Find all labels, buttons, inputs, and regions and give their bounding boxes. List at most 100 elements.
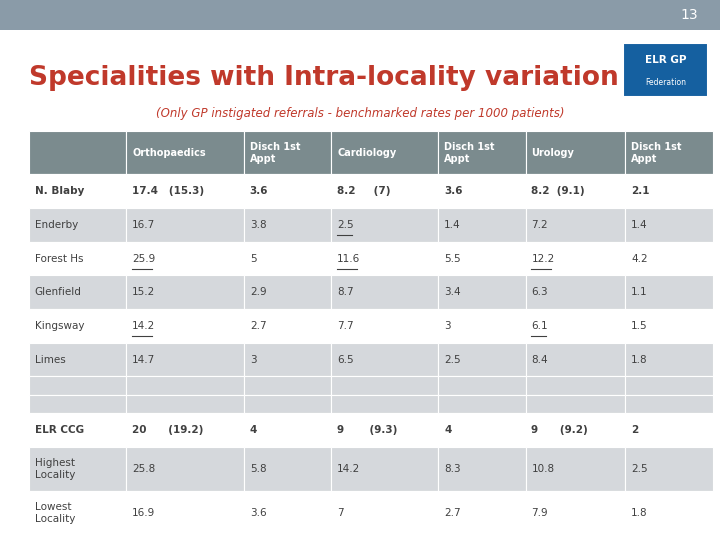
Bar <box>331 208 438 242</box>
Bar <box>29 174 126 208</box>
Text: 3.6: 3.6 <box>250 186 269 196</box>
Text: 8.2     (7): 8.2 (7) <box>337 186 391 196</box>
Bar <box>331 343 438 376</box>
Text: 7: 7 <box>337 508 344 518</box>
Bar <box>526 376 626 395</box>
Bar <box>126 447 244 491</box>
Bar <box>438 491 526 535</box>
Bar <box>244 275 331 309</box>
Bar <box>29 376 126 395</box>
Text: 3: 3 <box>444 321 451 331</box>
Text: 1.1: 1.1 <box>631 287 648 297</box>
Bar <box>626 131 713 174</box>
Text: 6.3: 6.3 <box>531 287 548 297</box>
Text: 8.7: 8.7 <box>337 287 354 297</box>
Text: Disch 1st
Appt: Disch 1st Appt <box>250 141 300 164</box>
Text: 7.2: 7.2 <box>531 220 548 230</box>
Text: 2.7: 2.7 <box>444 508 461 518</box>
Text: 8.3: 8.3 <box>444 464 461 474</box>
Bar <box>126 242 244 275</box>
Bar <box>29 309 126 343</box>
Text: 10.8: 10.8 <box>531 464 554 474</box>
Bar <box>626 309 713 343</box>
Bar <box>29 343 126 376</box>
Bar <box>626 414 713 447</box>
Text: Glenfield: Glenfield <box>35 287 81 297</box>
Bar <box>331 131 438 174</box>
Bar <box>626 491 713 535</box>
Text: 3: 3 <box>250 355 256 365</box>
Text: Specialities with Intra-locality variation: Specialities with Intra-locality variati… <box>29 65 618 91</box>
Bar <box>526 491 626 535</box>
Text: 25.8: 25.8 <box>132 464 156 474</box>
Bar <box>244 208 331 242</box>
Bar <box>126 395 244 414</box>
Text: 20      (19.2): 20 (19.2) <box>132 426 204 435</box>
Bar <box>244 414 331 447</box>
Text: 12.2: 12.2 <box>531 254 554 264</box>
Bar <box>626 395 713 414</box>
Text: 2.9: 2.9 <box>250 287 266 297</box>
Bar <box>331 309 438 343</box>
Text: Orthopaedics: Orthopaedics <box>132 147 206 158</box>
Text: 25.9: 25.9 <box>132 254 156 264</box>
Text: 13: 13 <box>681 8 698 22</box>
Text: 9       (9.3): 9 (9.3) <box>337 426 397 435</box>
Bar <box>526 275 626 309</box>
Bar <box>438 376 526 395</box>
Text: Federation: Federation <box>645 78 685 86</box>
Text: 15.2: 15.2 <box>132 287 156 297</box>
Bar <box>438 131 526 174</box>
Text: 2.5: 2.5 <box>444 355 461 365</box>
Text: Cardiology: Cardiology <box>337 147 397 158</box>
Text: 1.5: 1.5 <box>631 321 648 331</box>
Bar <box>29 447 126 491</box>
Text: Disch 1st
Appt: Disch 1st Appt <box>444 141 495 164</box>
Text: 2: 2 <box>631 426 639 435</box>
Text: ELR GP: ELR GP <box>644 56 686 65</box>
Bar <box>244 174 331 208</box>
Bar <box>626 376 713 395</box>
Bar <box>438 174 526 208</box>
Text: 9      (9.2): 9 (9.2) <box>531 426 588 435</box>
Text: 16.9: 16.9 <box>132 508 156 518</box>
Bar <box>29 208 126 242</box>
Text: Forest Hs: Forest Hs <box>35 254 83 264</box>
Text: 14.2: 14.2 <box>132 321 156 331</box>
Bar <box>244 447 331 491</box>
Text: 1.8: 1.8 <box>631 508 648 518</box>
Text: Disch 1st
Appt: Disch 1st Appt <box>631 141 682 164</box>
Bar <box>29 131 126 174</box>
Text: 3.8: 3.8 <box>250 220 266 230</box>
Bar <box>526 343 626 376</box>
Bar <box>331 447 438 491</box>
Bar <box>438 447 526 491</box>
Bar <box>626 208 713 242</box>
Text: 1.4: 1.4 <box>444 220 461 230</box>
Bar <box>438 275 526 309</box>
Text: 17.4   (15.3): 17.4 (15.3) <box>132 186 204 196</box>
Text: 11.6: 11.6 <box>337 254 361 264</box>
Bar <box>626 343 713 376</box>
Bar <box>331 242 438 275</box>
Text: (Only GP instigated referrals - benchmarked rates per 1000 patients): (Only GP instigated referrals - benchmar… <box>156 107 564 120</box>
Bar <box>244 491 331 535</box>
Text: 8.4: 8.4 <box>531 355 548 365</box>
Bar <box>29 275 126 309</box>
Bar <box>438 343 526 376</box>
Text: 4.2: 4.2 <box>631 254 648 264</box>
Text: 2.1: 2.1 <box>631 186 649 196</box>
Bar <box>331 395 438 414</box>
Bar <box>438 242 526 275</box>
Bar <box>331 414 438 447</box>
Bar <box>438 208 526 242</box>
Bar <box>244 343 331 376</box>
Bar <box>526 208 626 242</box>
Bar <box>438 414 526 447</box>
Bar <box>126 174 244 208</box>
Text: ELR CCG: ELR CCG <box>35 426 84 435</box>
Bar <box>626 242 713 275</box>
Bar <box>126 343 244 376</box>
Text: 3.6: 3.6 <box>250 508 266 518</box>
Bar <box>438 309 526 343</box>
